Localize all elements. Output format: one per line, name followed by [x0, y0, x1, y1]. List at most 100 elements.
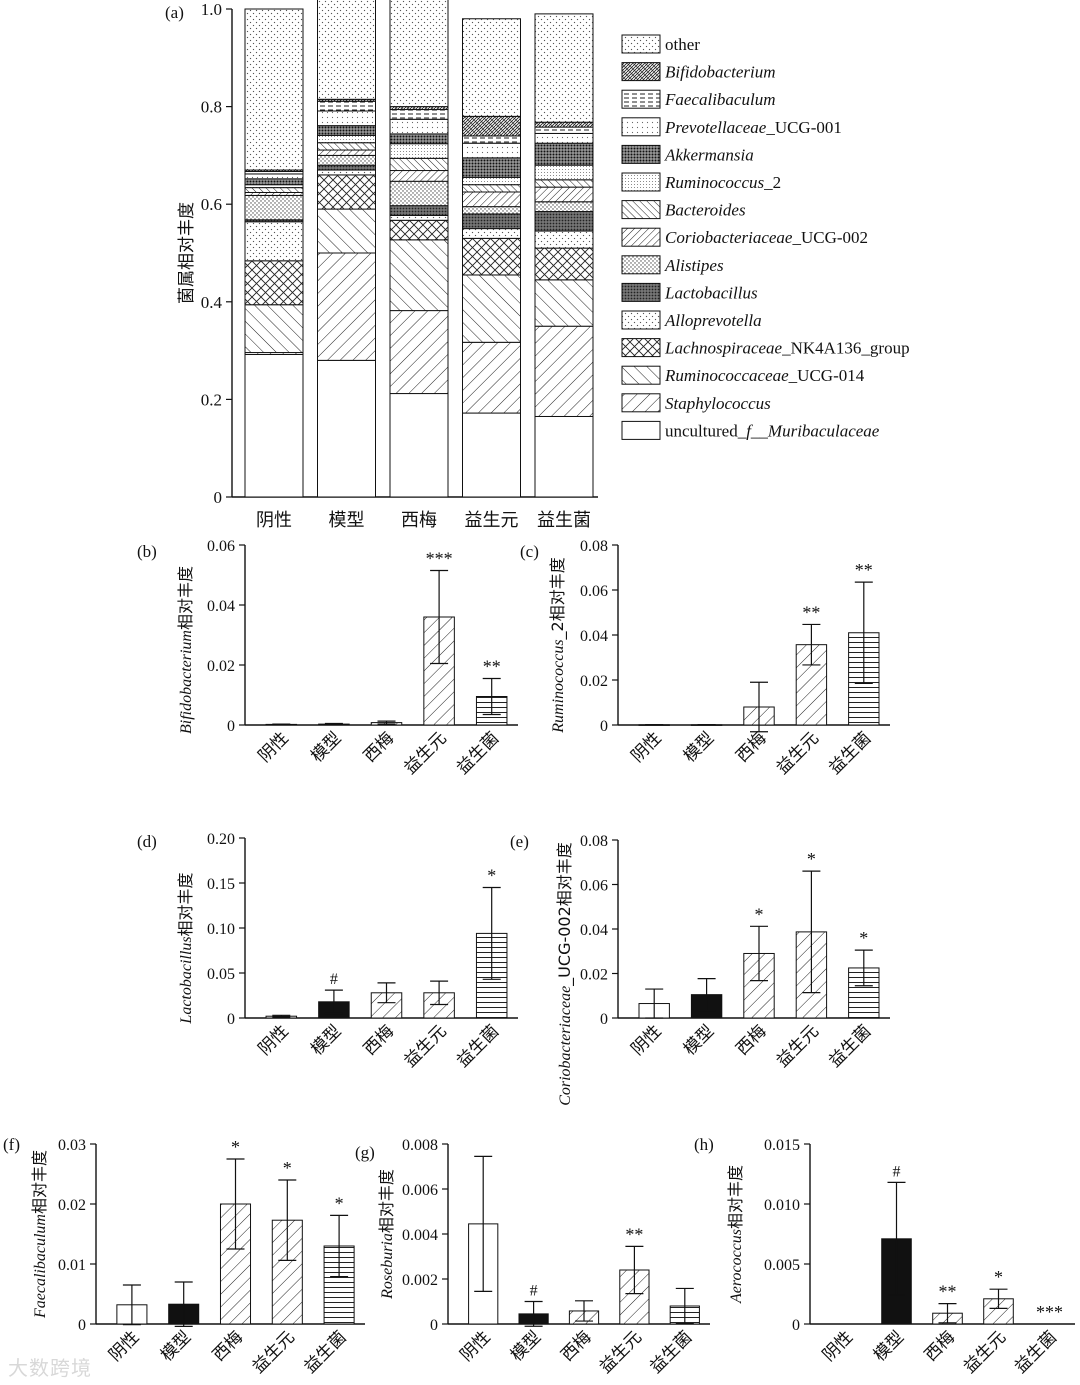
- stacked-segment-0: [462, 412, 521, 498]
- y-axis-label-rest: 相对丰度: [30, 1150, 49, 1214]
- panel-a-stacked-bar-chart: (a) 0 0.2 0.4 0.6 0.8 1.0 阴性 模型 西梅 益生元 益生菌 菌属相对丰度 oth…: [165, 0, 910, 531]
- stacked-segment-2: [462, 274, 521, 343]
- panel-d-bar-chart: (d) 0 0.05 0.10 0.15 0.20 阴性 # 模型 西梅 益生元 * 益生菌 Lactob…: [137, 831, 518, 1072]
- stacked-segment-10: [244, 178, 304, 186]
- y-tick-label: 0.03: [58, 1137, 86, 1154]
- x-tick-label: 益生元: [773, 1021, 823, 1071]
- stacked-segment-6: [462, 206, 521, 215]
- legend-entry: Lactobacillus: [664, 283, 758, 302]
- y-tick-label: 0.06: [207, 538, 235, 555]
- y-axis-label-italic: Lactobacillus: [178, 936, 195, 1024]
- x-tick-label: 益生菌: [825, 728, 875, 778]
- legend-entry-italic: Alistipes: [664, 256, 724, 275]
- x-tick-label: 西梅: [401, 510, 437, 531]
- significance-mark: *: [994, 1267, 1003, 1287]
- y-axis-label-italic: Bifidobacterium: [178, 630, 195, 734]
- y-tick-label: 0.10: [207, 921, 235, 938]
- x-tick-label: 西梅: [732, 728, 770, 766]
- panel-f-bar-chart: (f) 0 0.01 0.02 0.03 阴性 模型 * 西梅 * 益生元 * 益生菌 Faecaliba…: [3, 1135, 365, 1378]
- stacked-segment-14: [534, 13, 594, 123]
- x-tick-label: 模型: [680, 728, 718, 766]
- stacked-segment-10: [317, 125, 376, 136]
- stacked-segment-12: [317, 100, 376, 112]
- y-tick-label: 0.04: [580, 628, 608, 645]
- legend-entry-italic: Bifidobacterium: [665, 63, 775, 82]
- stacked-segment-5: [317, 164, 376, 171]
- stacked-segment-8: [317, 142, 376, 151]
- significance-mark: **: [855, 560, 873, 580]
- stacked-segment-8: [244, 187, 304, 193]
- x-tick-label: 益生菌: [453, 1021, 503, 1071]
- x-tick-label: 阴性: [628, 1021, 666, 1059]
- x-tick-label: 模型: [157, 1327, 195, 1365]
- stacked-segment-14: [462, 18, 521, 117]
- x-tick-label: 西梅: [360, 728, 398, 766]
- x-tick-label: 益生菌: [825, 1021, 875, 1071]
- stacked-segment-2: [244, 304, 304, 354]
- stacked-segment-3: [317, 174, 376, 210]
- y-tick-label: 0.06: [580, 583, 608, 600]
- stacked-segment-0: [244, 354, 304, 498]
- stacked-segment-0: [389, 393, 449, 498]
- x-tick-label: 模型: [680, 1021, 718, 1059]
- panel-label: (c): [520, 542, 539, 561]
- stacked-segment-3: [389, 219, 449, 241]
- legend-swatch: [621, 310, 661, 330]
- legend-entry: Bifidobacterium: [665, 63, 775, 82]
- x-tick-label: 益生元: [960, 1327, 1010, 1377]
- x-tick-label: 阴性: [105, 1327, 143, 1365]
- stacked-segment-12: [534, 126, 594, 134]
- panel-label: (e): [510, 832, 529, 851]
- x-tick-label: 益生元: [596, 1327, 646, 1377]
- legend-entry: Alloprevotella: [664, 311, 762, 330]
- significance-mark: *: [807, 849, 816, 869]
- stacked-segment-10: [462, 157, 521, 178]
- stacked-segment-3: [534, 247, 594, 281]
- y-axis-label-italic: Roseburia: [379, 1233, 396, 1300]
- x-tick-label: 模型: [507, 1327, 545, 1365]
- y-axis-label: Aerococcus相对丰度: [726, 1165, 745, 1304]
- stacked-segment-0: [534, 415, 594, 498]
- stacked-segment-8: [462, 184, 521, 193]
- stacked-segment-11: [389, 118, 449, 135]
- stacked-segment-2: [317, 208, 376, 254]
- x-tick-label: 益生菌: [300, 1327, 350, 1377]
- panel-b-bar-chart: (b) 0 0.02 0.04 0.06 阴性 模型 西梅 *** 益生元 ** 益生菌 Bifidob…: [137, 538, 518, 779]
- watermark: 大数跨境: [8, 1356, 92, 1380]
- stacked-segment-7: [534, 186, 594, 203]
- y-tick-label: 0.015: [764, 1137, 800, 1154]
- legend-entry: Coriobacteriaceae_UCG-002: [665, 228, 868, 247]
- legend-entry: Staphylococcus: [665, 394, 771, 413]
- stacked-segment-8: [389, 157, 449, 172]
- legend-entry-roman: _UCG-002: [791, 228, 868, 247]
- panel-label: (d): [137, 832, 157, 851]
- stacked-segment-9: [462, 176, 521, 186]
- legend-swatch: [621, 200, 661, 220]
- stacked-segment-0: [317, 359, 376, 498]
- panel-c-bar-chart: (c) 0 0.02 0.04 0.06 0.08 阴性 模型 西梅 ** 益生元 ** 益生菌 Rumi…: [520, 538, 890, 779]
- stacked-segment-5: [462, 213, 521, 230]
- stacked-segment-13: [534, 121, 594, 128]
- y-axis-label-rest: _UCG-002相对丰度: [555, 842, 575, 987]
- y-tick-label: 0.08: [580, 538, 608, 555]
- legend-entry: other: [665, 35, 700, 54]
- y-tick-label: 0: [227, 718, 235, 735]
- legend-swatch: [621, 144, 661, 164]
- y-tick-label: 1.0: [201, 0, 222, 19]
- legend-entry-italic: Lactobacillus: [664, 283, 758, 302]
- y-tick-label: 0: [214, 488, 223, 507]
- y-tick-label: 0: [227, 1011, 235, 1028]
- legend-entry-roman: _UCG-014: [788, 366, 865, 385]
- stacked-segment-7: [462, 191, 521, 208]
- y-axis-label: Faecalibaculum相对丰度: [30, 1150, 49, 1319]
- x-tick-label: 模型: [307, 728, 345, 766]
- legend-entry-italic: Lachnospiraceae: [664, 339, 783, 358]
- x-tick-label: 益生菌: [1011, 1327, 1061, 1377]
- stacked-segment-4: [317, 169, 376, 176]
- stacked-segment-9: [534, 164, 594, 181]
- x-tick-label: 阴性: [457, 1327, 495, 1365]
- y-tick-label: 0.006: [402, 1182, 438, 1199]
- legend-entry-italic: Prevotellaceae: [664, 118, 767, 137]
- panel-label: (a): [165, 3, 184, 22]
